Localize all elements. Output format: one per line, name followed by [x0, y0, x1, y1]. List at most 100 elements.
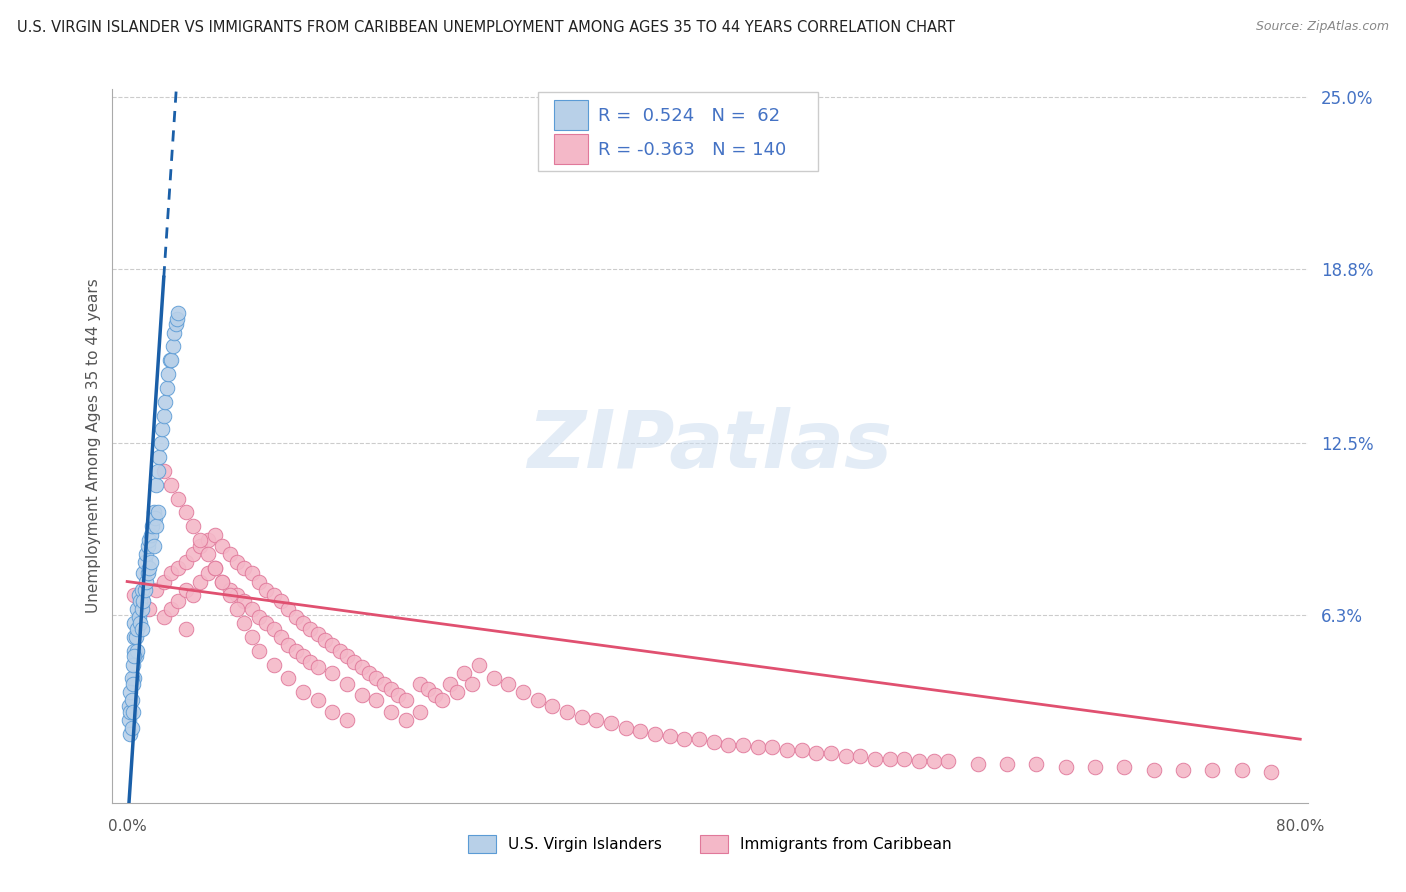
Point [138, 602, 160, 616]
Point [167, 560, 190, 574]
Text: R = -0.363   N = 140: R = -0.363 N = 140 [598, 141, 786, 159]
Point [148, 450, 170, 464]
Point [747, 740, 769, 755]
Point [125, 630, 148, 644]
Point [121, 721, 143, 735]
Point [159, 353, 181, 368]
Point [174, 582, 197, 597]
Point [820, 746, 842, 760]
Point [134, 555, 156, 569]
Point [127, 602, 149, 616]
Point [336, 677, 359, 691]
Point [233, 560, 256, 574]
Point [409, 677, 432, 691]
Text: Source: ZipAtlas.com: Source: ZipAtlas.com [1256, 20, 1389, 33]
Point [233, 615, 256, 630]
Point [127, 643, 149, 657]
Point [292, 649, 315, 664]
Point [145, 519, 167, 533]
Point [628, 723, 651, 738]
Point [120, 705, 142, 719]
Point [167, 306, 190, 320]
Point [307, 693, 329, 707]
Point [498, 677, 520, 691]
Point [190, 574, 212, 589]
Point [350, 660, 373, 674]
Point [395, 693, 418, 707]
Point [128, 588, 150, 602]
Point [336, 649, 359, 664]
Point [122, 705, 145, 719]
Point [849, 748, 872, 763]
Point [136, 539, 159, 553]
Point [153, 610, 176, 624]
Point [165, 318, 187, 332]
Point [146, 505, 169, 519]
Point [387, 688, 409, 702]
Point [776, 743, 799, 757]
Point [190, 533, 212, 547]
Point [204, 527, 226, 541]
Point [218, 588, 240, 602]
Point [482, 671, 505, 685]
Point [138, 533, 160, 547]
Point [284, 610, 307, 624]
Point [211, 539, 233, 553]
Point [380, 682, 402, 697]
Point [966, 757, 988, 772]
Point [790, 743, 813, 757]
Point [124, 615, 146, 630]
Point [299, 655, 322, 669]
Point [256, 582, 278, 597]
Point [879, 751, 901, 765]
Point [157, 367, 180, 381]
Text: U.S. VIRGIN ISLANDER VS IMMIGRANTS FROM CARIBBEAN UNEMPLOYMENT AMONG AGES 35 TO : U.S. VIRGIN ISLANDER VS IMMIGRANTS FROM … [17, 20, 955, 35]
Point [240, 566, 263, 581]
Point [292, 685, 315, 699]
Y-axis label: Unemployment Among Ages 35 to 44 years: Unemployment Among Ages 35 to 44 years [86, 278, 101, 614]
Point [263, 657, 285, 672]
Point [135, 574, 157, 589]
Point [167, 491, 190, 506]
Point [131, 582, 153, 597]
Point [555, 705, 578, 719]
Point [673, 732, 696, 747]
Point [277, 638, 299, 652]
Point [321, 665, 343, 680]
Point [136, 566, 159, 581]
Point [124, 649, 146, 664]
Legend: U.S. Virgin Islanders, Immigrants from Caribbean: U.S. Virgin Islanders, Immigrants from C… [463, 829, 957, 859]
Point [893, 751, 915, 765]
Point [197, 533, 219, 547]
Point [366, 693, 388, 707]
Point [512, 685, 534, 699]
Point [307, 660, 329, 674]
Point [1230, 763, 1253, 777]
Point [211, 574, 233, 589]
Point [600, 715, 623, 730]
Point [247, 610, 270, 624]
Point [233, 594, 256, 608]
Point [703, 735, 725, 749]
Point [155, 394, 177, 409]
Point [416, 682, 439, 697]
Point [226, 555, 249, 569]
Point [150, 422, 173, 436]
Point [395, 713, 418, 727]
Point [277, 602, 299, 616]
Point [145, 477, 167, 491]
Point [160, 566, 183, 581]
Point [129, 615, 152, 630]
Point [167, 594, 190, 608]
Point [321, 705, 343, 719]
Point [1201, 763, 1223, 777]
Point [132, 594, 155, 608]
Point [153, 464, 176, 478]
Point [174, 505, 197, 519]
Point [292, 615, 315, 630]
Point [1054, 760, 1077, 774]
Point [336, 713, 359, 727]
Point [146, 464, 169, 478]
Point [321, 638, 343, 652]
Point [373, 677, 395, 691]
